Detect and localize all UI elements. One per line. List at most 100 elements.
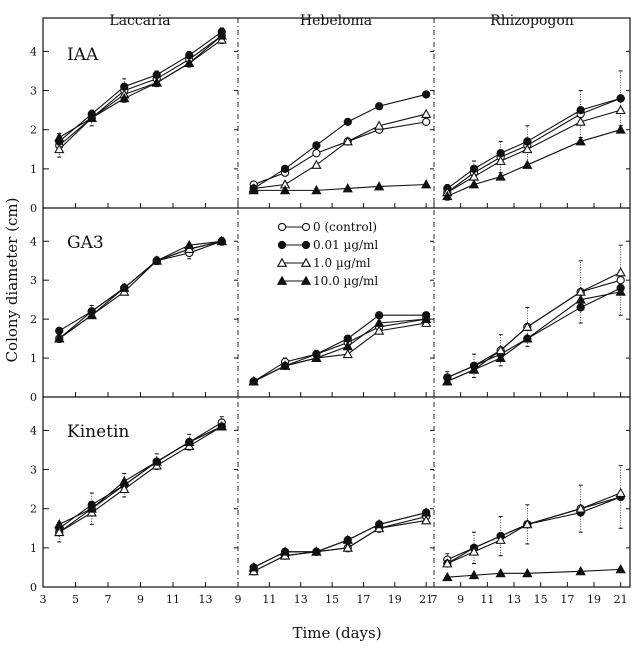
data-point-open-triangle: [522, 143, 533, 154]
data-point-open-triangle: [342, 136, 353, 146]
y-tick-label: 3: [30, 85, 37, 98]
data-point-open-triangle: [615, 104, 626, 115]
data-point-open-triangle: [421, 108, 432, 118]
plot-border: [42, 17, 631, 588]
data-point-open-triangle: [522, 321, 533, 331]
data-point-filled-circle: [312, 141, 321, 150]
data-point-filled-triangle: [184, 57, 195, 68]
data-point-filled-triangle: [522, 567, 533, 578]
series-line-open-triangle: [447, 492, 621, 565]
data-series: [54, 27, 626, 582]
legend-label: 1.0 µg/ml: [313, 256, 371, 270]
plot-frame: [42, 17, 631, 588]
legend-marker: [301, 222, 311, 232]
x-tick-label: 17: [356, 593, 370, 606]
data-point-open-triangle: [495, 155, 506, 165]
x-tick-label: 15: [325, 593, 339, 606]
data-point-open-triangle: [575, 503, 586, 513]
data-point-filled-triangle: [468, 179, 480, 189]
labels: Colony diameter (cm) Time (days) Laccari…: [3, 13, 574, 642]
column-title-laccaria: Laccaria: [109, 13, 170, 29]
series-line-filled-triangle: [253, 318, 427, 382]
data-point-filled-triangle: [216, 421, 227, 431]
panel-0-0: [54, 27, 227, 158]
y-tick-label: 2: [30, 503, 37, 516]
data-point-filled-triangle: [615, 286, 626, 296]
legend-marker: [301, 240, 311, 250]
data-point-filled-triangle: [495, 171, 506, 181]
column-title-rhizopogon: Rhizopogon: [490, 13, 574, 29]
x-tick-label: 19: [388, 593, 402, 606]
row-label-ga3: GA3: [67, 233, 104, 253]
series-line-filled-circle: [58, 31, 223, 142]
data-point-open-circle: [312, 149, 321, 158]
data-point-open-triangle: [373, 325, 385, 335]
y-tick-label: 1: [30, 542, 37, 555]
y-axis-label: Colony diameter (cm): [3, 198, 21, 363]
data-point-filled-triangle: [279, 360, 291, 370]
x-tick-label: 9: [457, 593, 464, 606]
series-line-open-circle: [253, 121, 427, 186]
series-line-filled-circle: [253, 314, 427, 382]
data-point-open-triangle: [615, 267, 626, 277]
data-point-filled-triangle: [442, 376, 453, 386]
series-line-filled-circle: [447, 496, 621, 564]
data-point-filled-triangle: [373, 519, 385, 529]
data-point-filled-triangle: [151, 456, 162, 466]
legend-marker: [276, 275, 288, 285]
data-point-filled-triangle: [442, 190, 453, 201]
y-tick-label: 3: [30, 464, 37, 477]
panel-0-1: [248, 90, 432, 195]
y-tick-label: 2: [30, 313, 37, 326]
series-line-open-triangle: [58, 426, 223, 533]
data-point-filled-triangle: [119, 282, 130, 292]
series-line-open-triangle: [253, 113, 427, 189]
data-point-filled-triangle: [54, 132, 65, 142]
data-point-open-triangle: [495, 534, 506, 544]
data-point-filled-triangle: [311, 546, 322, 556]
data-point-filled-triangle: [495, 567, 506, 578]
y-tick-label: 1: [30, 352, 37, 365]
data-point-filled-triangle: [615, 124, 626, 134]
data-point-filled-circle: [374, 102, 384, 111]
data-point-filled-triangle: [119, 93, 130, 103]
data-point-open-triangle: [54, 143, 65, 154]
series-line-filled-triangle: [447, 568, 621, 578]
legend-marker: [277, 222, 287, 232]
series-line-filled-circle: [447, 97, 621, 189]
x-tick-label: 3: [40, 593, 47, 606]
data-point-filled-triangle: [575, 136, 586, 146]
data-point-filled-circle: [576, 105, 585, 115]
data-point-filled-triangle: [522, 333, 533, 343]
data-point-open-circle: [616, 276, 625, 285]
x-tick-label: 5: [72, 593, 79, 606]
series-line-open-circle: [253, 318, 427, 382]
y-tick-label: 2: [30, 124, 37, 137]
data-point-filled-triangle: [442, 571, 453, 582]
data-point-filled-triangle: [151, 255, 162, 265]
series-line-filled-circle: [58, 240, 222, 332]
data-point-open-triangle: [373, 120, 385, 130]
data-point-filled-triangle: [86, 503, 97, 513]
panel-2-2: [442, 465, 626, 582]
data-point-filled-triangle: [575, 566, 586, 576]
x-tick-label: 13: [199, 593, 213, 606]
data-point-filled-triangle: [216, 235, 227, 246]
series-line-open-triangle: [253, 322, 427, 382]
data-point-filled-triangle: [279, 546, 291, 556]
panel-2-1: [248, 507, 432, 576]
legend-marker: [277, 240, 287, 250]
y-tick-label: 4: [30, 45, 37, 58]
panel-2-0: [54, 416, 227, 543]
x-tick-label: 21: [614, 593, 628, 606]
data-point-filled-triangle: [495, 352, 506, 362]
data-point-filled-circle: [576, 303, 585, 312]
series-line-filled-triangle: [253, 512, 427, 568]
series-line-open-triangle: [253, 519, 427, 572]
data-point-open-triangle: [311, 159, 322, 169]
legend-label: 0.01 µg/ml: [313, 238, 378, 252]
y-tick-label: 0: [30, 202, 37, 215]
legend-label: 0 (control): [313, 220, 377, 234]
series-line-open-circle: [447, 97, 621, 193]
data-point-filled-triangle: [342, 341, 353, 351]
